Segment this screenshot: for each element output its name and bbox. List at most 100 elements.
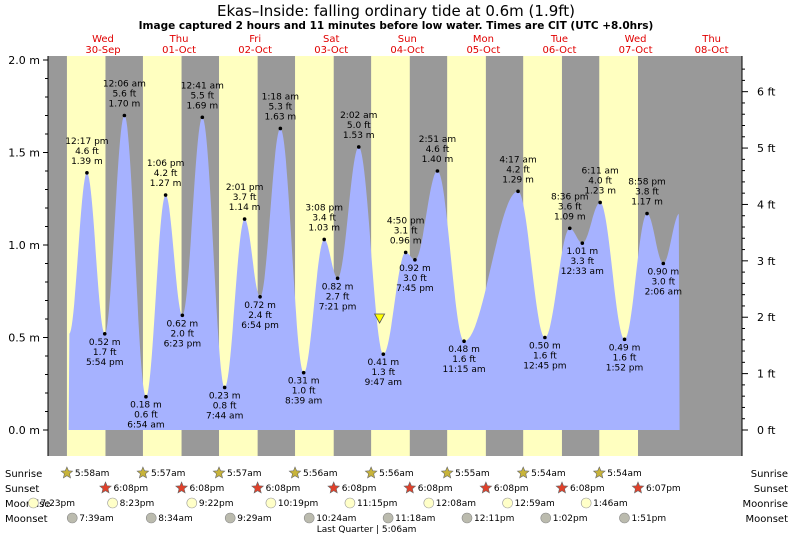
right-tick-label: 6 ft — [757, 86, 776, 99]
moonrise-icon — [28, 497, 39, 509]
sunset-icon — [327, 481, 341, 494]
high-tide-label: 1.17 m — [631, 198, 663, 208]
sunrise-time: 5:54am — [607, 469, 642, 479]
sunset-icon — [479, 481, 493, 494]
low-tide-label: 0.18 m — [130, 401, 162, 411]
low-tide-label: 12:45 pm — [523, 362, 566, 372]
high-tide-label: 1.29 m — [502, 175, 534, 185]
tide-extrema-markers — [85, 113, 666, 399]
current-tide-triangle — [373, 313, 386, 324]
row-label-left-moonset: Moonset — [5, 514, 48, 525]
moonrise-icon — [423, 497, 435, 509]
low-tide-point — [102, 332, 107, 336]
sunset-time: 6:07pm — [646, 484, 681, 494]
high-tide-point — [356, 145, 361, 149]
left-tick-label: 1.5 m — [8, 147, 40, 160]
low-tide-label: 0.62 m — [167, 319, 199, 329]
low-tide-point — [301, 370, 306, 375]
day-date-label: 06-Oct — [543, 45, 577, 56]
sunset-time: 6:08pm — [494, 484, 529, 494]
moonset-icon — [619, 512, 630, 524]
low-tide-point — [622, 337, 627, 342]
high-tide-label: 6:11 am — [581, 166, 618, 176]
tide-extrema-labels: 12:17 pm4.6 ft1.39 m0.52 m1.7 ft5:54 pm1… — [65, 80, 682, 431]
high-tide-label: 1.39 m — [71, 157, 103, 167]
low-tide-label: 0.48 m — [448, 345, 480, 355]
low-tide-point — [222, 385, 227, 390]
row-label-right-sunrise: Sunrise — [751, 469, 788, 480]
low-tide-label: 0.52 m — [89, 338, 121, 348]
day-name-label: Sun — [398, 34, 417, 45]
moonset-icon — [382, 512, 394, 524]
high-tide-label: 3.8 ft — [635, 188, 659, 198]
day-date-label: 03-Oct — [314, 45, 348, 56]
high-tide-label: 12:06 am — [103, 80, 146, 90]
right-tick-label: 0 ft — [757, 424, 776, 437]
high-tide-label: 2:01 pm — [226, 183, 264, 193]
high-tide-point — [242, 217, 247, 221]
moonset-icon — [224, 512, 236, 524]
high-tide-point — [516, 189, 520, 194]
sunrise-icon — [364, 466, 378, 479]
high-tide-label: 1.03 m — [308, 223, 340, 233]
sunset-icon — [631, 481, 645, 494]
moonset-time: 7:39am — [79, 514, 114, 524]
low-tide-label: 1.0 ft — [292, 387, 316, 397]
row-label-right-sunset: Sunset — [754, 484, 788, 495]
sunrise-time: 5:57am — [151, 469, 186, 479]
moonset-time: 11:18am — [395, 514, 435, 524]
high-tide-label: 2:02 am — [340, 111, 377, 121]
moonrise-icon — [107, 497, 118, 509]
left-tick-label: 0.0 m — [8, 424, 40, 437]
low-tide-point — [335, 276, 340, 281]
high-tide-label: 12:41 am — [181, 81, 224, 91]
high-tide-label: 1:18 am — [262, 92, 299, 102]
moon-phase-label: Last Quarter | 5:06am — [317, 525, 417, 535]
sunrise-icon — [440, 466, 454, 479]
moonset-icon — [66, 512, 78, 524]
moonrise-time: 11:15pm — [357, 499, 397, 509]
moonset-time: 1:51pm — [631, 514, 666, 524]
low-tide-label: 2:06 am — [645, 288, 682, 298]
high-tide-label: 5.0 ft — [347, 121, 371, 131]
moonrise-icon — [580, 497, 592, 509]
moonrise-time: 1:46am — [593, 499, 628, 509]
low-tide-label: 7:21 pm — [319, 302, 357, 312]
low-tide-label: 1:52 pm — [606, 363, 644, 373]
moonset-time: 12:11pm — [474, 514, 514, 524]
high-tide-label: 4.6 ft — [75, 147, 99, 157]
moonset-icon — [461, 512, 473, 524]
low-tide-label: 1.6 ft — [452, 355, 476, 365]
day-date-label: 04-Oct — [390, 45, 424, 56]
sunrise-time: 5:55am — [455, 469, 490, 479]
sunrise-time: 5:54am — [531, 469, 566, 479]
right-tick-label: 3 ft — [757, 255, 776, 268]
sunset-time: 6:08pm — [418, 484, 453, 494]
high-tide-label: 8:36 pm — [551, 192, 589, 202]
row-label-left-sunrise: Sunrise — [5, 469, 42, 480]
right-tick-label: 2 ft — [757, 311, 776, 324]
moonset-time: 1:02pm — [553, 514, 588, 524]
low-tide-label: 2.7 ft — [326, 292, 350, 302]
axes: 2.0 m 1.5 m 1.0 m 0.5 m 0.0 m 6 ft 5 ft 4 ft 3 f… — [8, 54, 776, 456]
low-tide-label: 2.0 ft — [170, 329, 194, 339]
low-tide-label: 0.31 m — [288, 377, 320, 387]
low-tide-label: 2.4 ft — [248, 311, 272, 321]
day-name-label: Fri — [249, 34, 261, 45]
high-tide-label: 0.96 m — [390, 236, 422, 246]
high-tide-point — [645, 211, 649, 216]
sunset-icon — [555, 481, 569, 494]
moonrise-icon — [502, 497, 513, 509]
high-tide-label: 1.40 m — [422, 155, 454, 165]
low-tide-point — [413, 258, 417, 262]
right-tick-label: 5 ft — [757, 142, 776, 155]
high-tide-label: 8:58 pm — [628, 178, 666, 188]
low-tide-point — [580, 241, 585, 245]
low-tide-label: 1.6 ft — [533, 352, 557, 362]
low-tide-label: 1.7 ft — [93, 348, 117, 358]
current-tide-marker — [373, 313, 386, 324]
left-tick-label: 0.5 m — [8, 332, 40, 345]
high-tide-label: 4.0 ft — [588, 176, 612, 186]
low-tide-point — [144, 394, 148, 399]
